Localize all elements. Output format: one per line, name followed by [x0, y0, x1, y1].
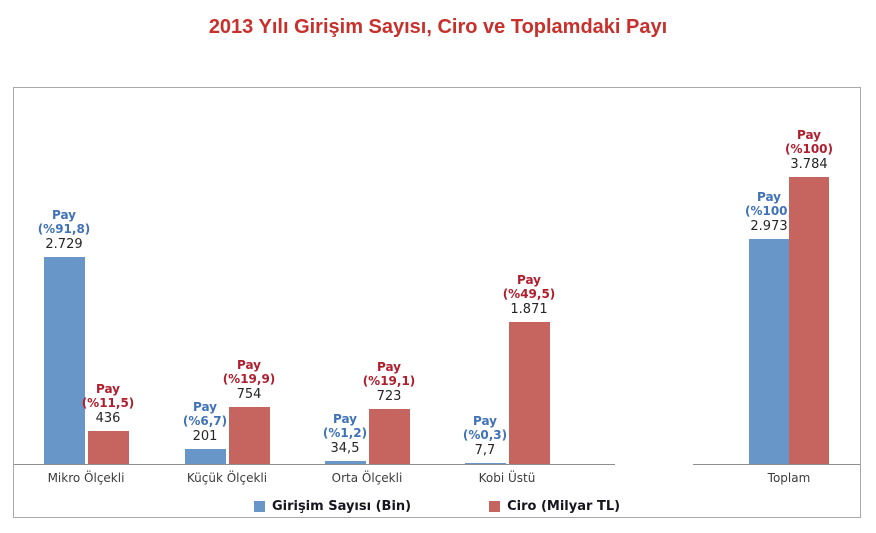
- legend-swatch-blue-icon: [253, 501, 265, 512]
- share-word: Pay: [332, 412, 358, 426]
- chart-title: 2013 Yılı Girişim Sayısı, Ciro ve Toplam…: [208, 16, 668, 38]
- bar-girisim-sayisi-kucuk-olcekli: [184, 449, 226, 464]
- bar-ciro-kobi-ustu: [508, 322, 550, 464]
- x-axis-right-segment: [693, 464, 860, 465]
- share-percent: (%49,5): [502, 287, 556, 301]
- chart-container: 2.729 Pay (%91,8) 436 Pay (%11,5) Mikro Ölçekl…: [13, 87, 861, 518]
- category-label-toplam: Toplam: [767, 471, 811, 485]
- legend-label-girisim-sayisi: Girişim Sayısı (Bin): [271, 499, 412, 514]
- legend-item-ciro: Ciro (Milyar TL): [489, 499, 620, 514]
- value-label-girisim-sayisi-mikro-olcekli: 2.729: [45, 237, 83, 252]
- share-label-girisim-sayisi-orta-olcekli: Pay (%1,2): [297, 412, 393, 440]
- share-label-ciro-mikro-olcekli: Pay (%11,5): [60, 382, 156, 410]
- share-word: Pay: [236, 358, 262, 372]
- share-percent: (%6,7): [182, 414, 228, 428]
- share-word: Pay: [796, 128, 822, 142]
- share-word: Pay: [95, 382, 121, 396]
- share-word: Pay: [376, 360, 402, 374]
- share-percent: (%1,2): [322, 426, 368, 440]
- share-word: Pay: [51, 208, 77, 222]
- share-percent: (%100): [744, 204, 794, 218]
- share-label-girisim-sayisi-mikro-olcekli: Pay (%91,8): [16, 208, 112, 236]
- share-word: Pay: [472, 414, 498, 428]
- value-label-ciro-kucuk-olcekli: 754: [236, 387, 262, 402]
- legend-item-girisim-sayisi: Girişim Sayısı (Bin): [253, 499, 412, 514]
- category-label-orta-olcekli: Orta Ölçekli: [331, 471, 403, 485]
- share-percent: (%19,1): [362, 374, 416, 388]
- value-label-girisim-sayisi-kucuk-olcekli: 201: [192, 429, 218, 444]
- share-label-ciro-kucuk-olcekli: Pay (%19,9): [201, 358, 297, 386]
- share-label-girisim-sayisi-toplam: Pay (%100): [721, 190, 817, 218]
- bar-ciro-orta-olcekli: [368, 409, 410, 464]
- share-word: Pay: [756, 190, 782, 204]
- share-label-girisim-sayisi-kucuk-olcekli: Pay (%6,7): [157, 400, 253, 428]
- share-percent: (%19,9): [222, 372, 276, 386]
- value-label-ciro-toplam: 3.784: [790, 157, 828, 172]
- value-label-girisim-sayisi-toplam: 2.973: [750, 219, 788, 234]
- share-word: Pay: [192, 400, 218, 414]
- bar-girisim-sayisi-mikro-olcekli: [43, 257, 85, 464]
- bar-ciro-kucuk-olcekli: [228, 407, 270, 464]
- share-word: Pay: [516, 273, 542, 287]
- share-label-ciro-kobi-ustu: Pay (%49,5): [481, 273, 577, 301]
- share-percent: (%0,3): [462, 428, 508, 442]
- value-label-girisim-sayisi-orta-olcekli: 34,5: [330, 441, 360, 456]
- legend-label-ciro: Ciro (Milyar TL): [507, 499, 621, 514]
- value-label-ciro-orta-olcekli: 723: [376, 389, 402, 404]
- legend: Girişim Sayısı (Bin) Ciro (Milyar TL): [14, 499, 860, 514]
- value-label-ciro-mikro-olcekli: 436: [95, 411, 121, 426]
- share-percent: (%91,8): [37, 222, 91, 236]
- value-label-girisim-sayisi-kobi-ustu: 7,7: [474, 443, 496, 458]
- bar-girisim-sayisi-toplam: [749, 239, 789, 464]
- share-label-girisim-sayisi-kobi-ustu: Pay (%0,3): [437, 414, 533, 442]
- bar-girisim-sayisi-orta-olcekli: [324, 461, 366, 464]
- category-label-mikro-olcekli: Mikro Ölçekli: [47, 471, 125, 485]
- category-label-kobi-ustu: Kobi Üstü: [478, 471, 536, 485]
- share-label-ciro-orta-olcekli: Pay (%19,1): [341, 360, 437, 388]
- share-percent: (%11,5): [81, 396, 135, 410]
- value-label-ciro-kobi-ustu: 1.871: [510, 302, 548, 317]
- share-percent: (%100): [784, 142, 834, 156]
- category-label-kucuk-olcekli: Küçük Ölçekli: [186, 471, 268, 485]
- bar-girisim-sayisi-kobi-ustu: [464, 463, 506, 464]
- x-axis-left-segment: [14, 464, 615, 465]
- bar-ciro-toplam: [789, 177, 829, 464]
- legend-swatch-red-icon: [489, 501, 501, 512]
- share-label-ciro-toplam: Pay (%100): [761, 128, 857, 156]
- bar-ciro-mikro-olcekli: [87, 431, 129, 464]
